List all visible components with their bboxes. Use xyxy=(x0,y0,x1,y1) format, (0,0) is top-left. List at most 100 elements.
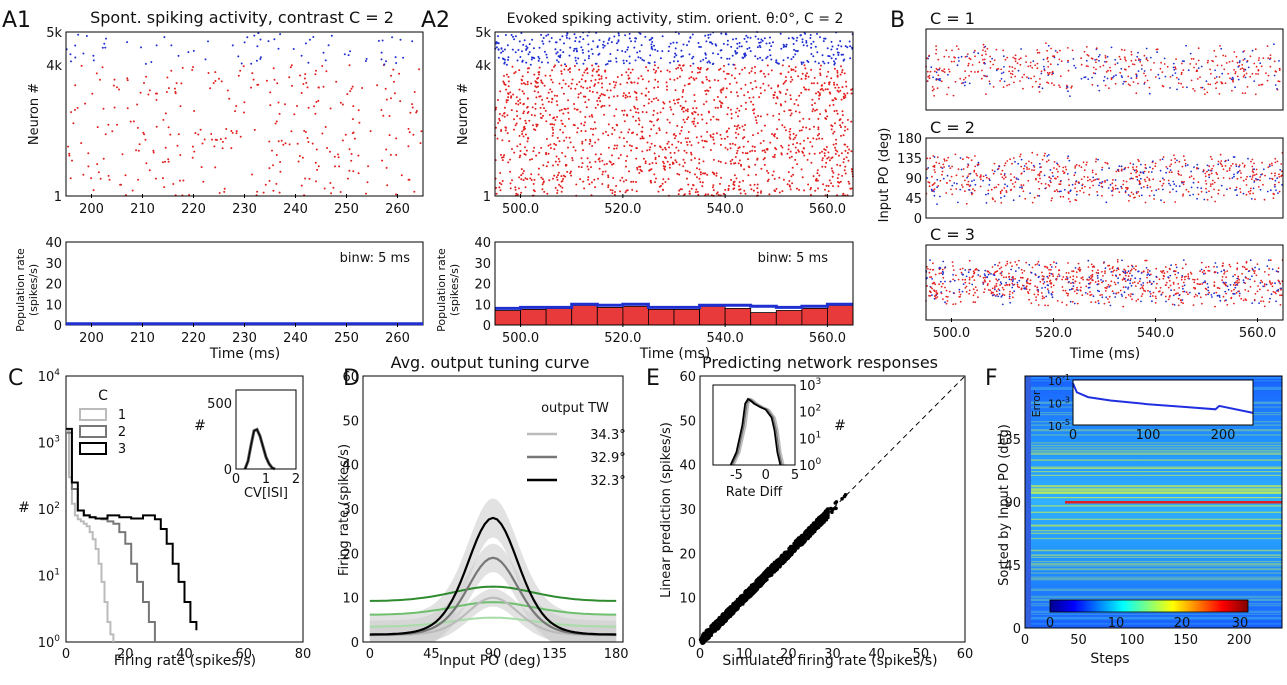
b-spike xyxy=(986,47,989,50)
b-spike xyxy=(1046,267,1049,269)
b-spike xyxy=(948,70,951,73)
a1-spike-exc xyxy=(138,143,141,146)
b-spike xyxy=(1113,75,1115,77)
a2-spike-exc xyxy=(841,69,844,72)
b-spike xyxy=(1178,294,1181,297)
b-spike xyxy=(1068,159,1071,162)
a1-spike-inh xyxy=(277,47,280,50)
b-spike xyxy=(1046,81,1048,84)
a2-spike-exc xyxy=(812,108,815,111)
a2-spike-exc xyxy=(631,132,633,135)
a2-spike-exc xyxy=(623,109,626,112)
b-spike xyxy=(952,94,955,97)
b-spike xyxy=(1103,76,1106,78)
a2-spike-exc xyxy=(788,156,791,159)
b-spike xyxy=(1081,187,1084,190)
b-spike xyxy=(1009,72,1012,75)
c-series-line-2 xyxy=(66,431,156,642)
b-spike xyxy=(1102,64,1105,67)
b-spike xyxy=(1266,79,1269,82)
a2-spike-exc xyxy=(602,132,605,135)
a2-spike-exc xyxy=(697,66,699,69)
b-spike xyxy=(996,293,998,296)
b-spike xyxy=(1050,181,1052,184)
b-spike xyxy=(1111,267,1114,270)
a1-spike-exc xyxy=(226,89,229,92)
a2-spike-inh xyxy=(615,60,618,63)
b-spike xyxy=(1245,299,1248,301)
b-spike xyxy=(1139,277,1142,280)
a2-spike-inh xyxy=(682,43,685,46)
b-spike xyxy=(1207,293,1209,296)
a2-rate-bar xyxy=(673,308,701,326)
a2-spike-exc xyxy=(531,158,533,161)
a2-spike-exc xyxy=(635,190,638,193)
b-spike xyxy=(1249,259,1252,262)
b-spike xyxy=(1060,60,1063,63)
a2-spike-exc xyxy=(759,92,762,95)
b-spike xyxy=(1085,46,1088,48)
a1-spike-inh xyxy=(330,34,333,37)
a1-spike-exc xyxy=(357,109,360,112)
a2-spike-exc xyxy=(579,110,582,113)
b-spike xyxy=(1251,170,1254,173)
a2-spike-exc xyxy=(686,118,689,121)
a2-spike-inh xyxy=(775,61,778,64)
b-spike xyxy=(1107,187,1110,189)
b-spike xyxy=(1039,78,1041,80)
a2-spike-exc xyxy=(650,128,653,131)
a2-spike-exc xyxy=(608,82,611,85)
b-spike xyxy=(992,291,994,294)
b-spike xyxy=(942,70,945,72)
c-xtick-label: 20 xyxy=(117,647,134,662)
a2-spike-exc xyxy=(699,68,702,71)
a2-spike-inh xyxy=(802,44,805,47)
a2-spike-exc xyxy=(553,65,555,68)
a1-spike-exc xyxy=(242,65,245,68)
a1-spike-exc xyxy=(277,140,280,143)
a1-spike-exc xyxy=(277,101,280,104)
a2-spike-exc xyxy=(767,178,770,181)
a1-spike-exc xyxy=(324,126,327,128)
b-spike xyxy=(1004,183,1006,186)
b-spike xyxy=(1057,273,1060,276)
b-spike xyxy=(1213,292,1215,295)
b-spike xyxy=(1232,293,1235,295)
a2-spike-exc xyxy=(828,81,830,84)
b-spike xyxy=(939,179,942,182)
a2-spike-exc xyxy=(705,100,708,103)
d-legend-label: 34.3° xyxy=(590,428,625,443)
b-spike xyxy=(1257,285,1259,287)
b-spike xyxy=(1222,264,1224,267)
b-spike xyxy=(1177,304,1180,307)
b-spike xyxy=(1216,173,1219,176)
a2-spike-exc xyxy=(823,154,826,157)
b-spike xyxy=(945,49,948,52)
b-spike xyxy=(1055,278,1058,281)
b-spike xyxy=(1204,175,1207,178)
a1-spike-exc xyxy=(301,156,304,159)
a2-spike-exc xyxy=(837,185,840,188)
a1-spike-exc xyxy=(162,177,164,180)
b-spike xyxy=(1153,62,1155,64)
d-ytick-label: 50 xyxy=(342,414,359,429)
a2-spike-inh xyxy=(728,57,731,60)
b-spike xyxy=(965,275,968,278)
a2-spike-exc xyxy=(534,129,537,131)
a2-spike-exc xyxy=(831,99,834,102)
b-spike xyxy=(1275,292,1277,295)
b-spike xyxy=(1065,275,1068,278)
a2-spike-inh xyxy=(555,52,558,55)
b-spike xyxy=(1155,287,1157,289)
a1-spike-exc xyxy=(221,140,224,143)
a2-spike-inh xyxy=(577,57,580,60)
a2-spike-inh xyxy=(556,51,559,54)
a1-spike-exc xyxy=(177,133,180,136)
b-spike xyxy=(1039,280,1042,283)
b-ylabel: Input PO (deg) xyxy=(877,128,892,223)
b-spike xyxy=(1022,190,1025,193)
a2-spike-exc xyxy=(847,159,850,162)
a2-spike-exc xyxy=(836,71,839,74)
a2-spike-inh xyxy=(546,56,548,59)
b-spike xyxy=(1228,177,1231,180)
